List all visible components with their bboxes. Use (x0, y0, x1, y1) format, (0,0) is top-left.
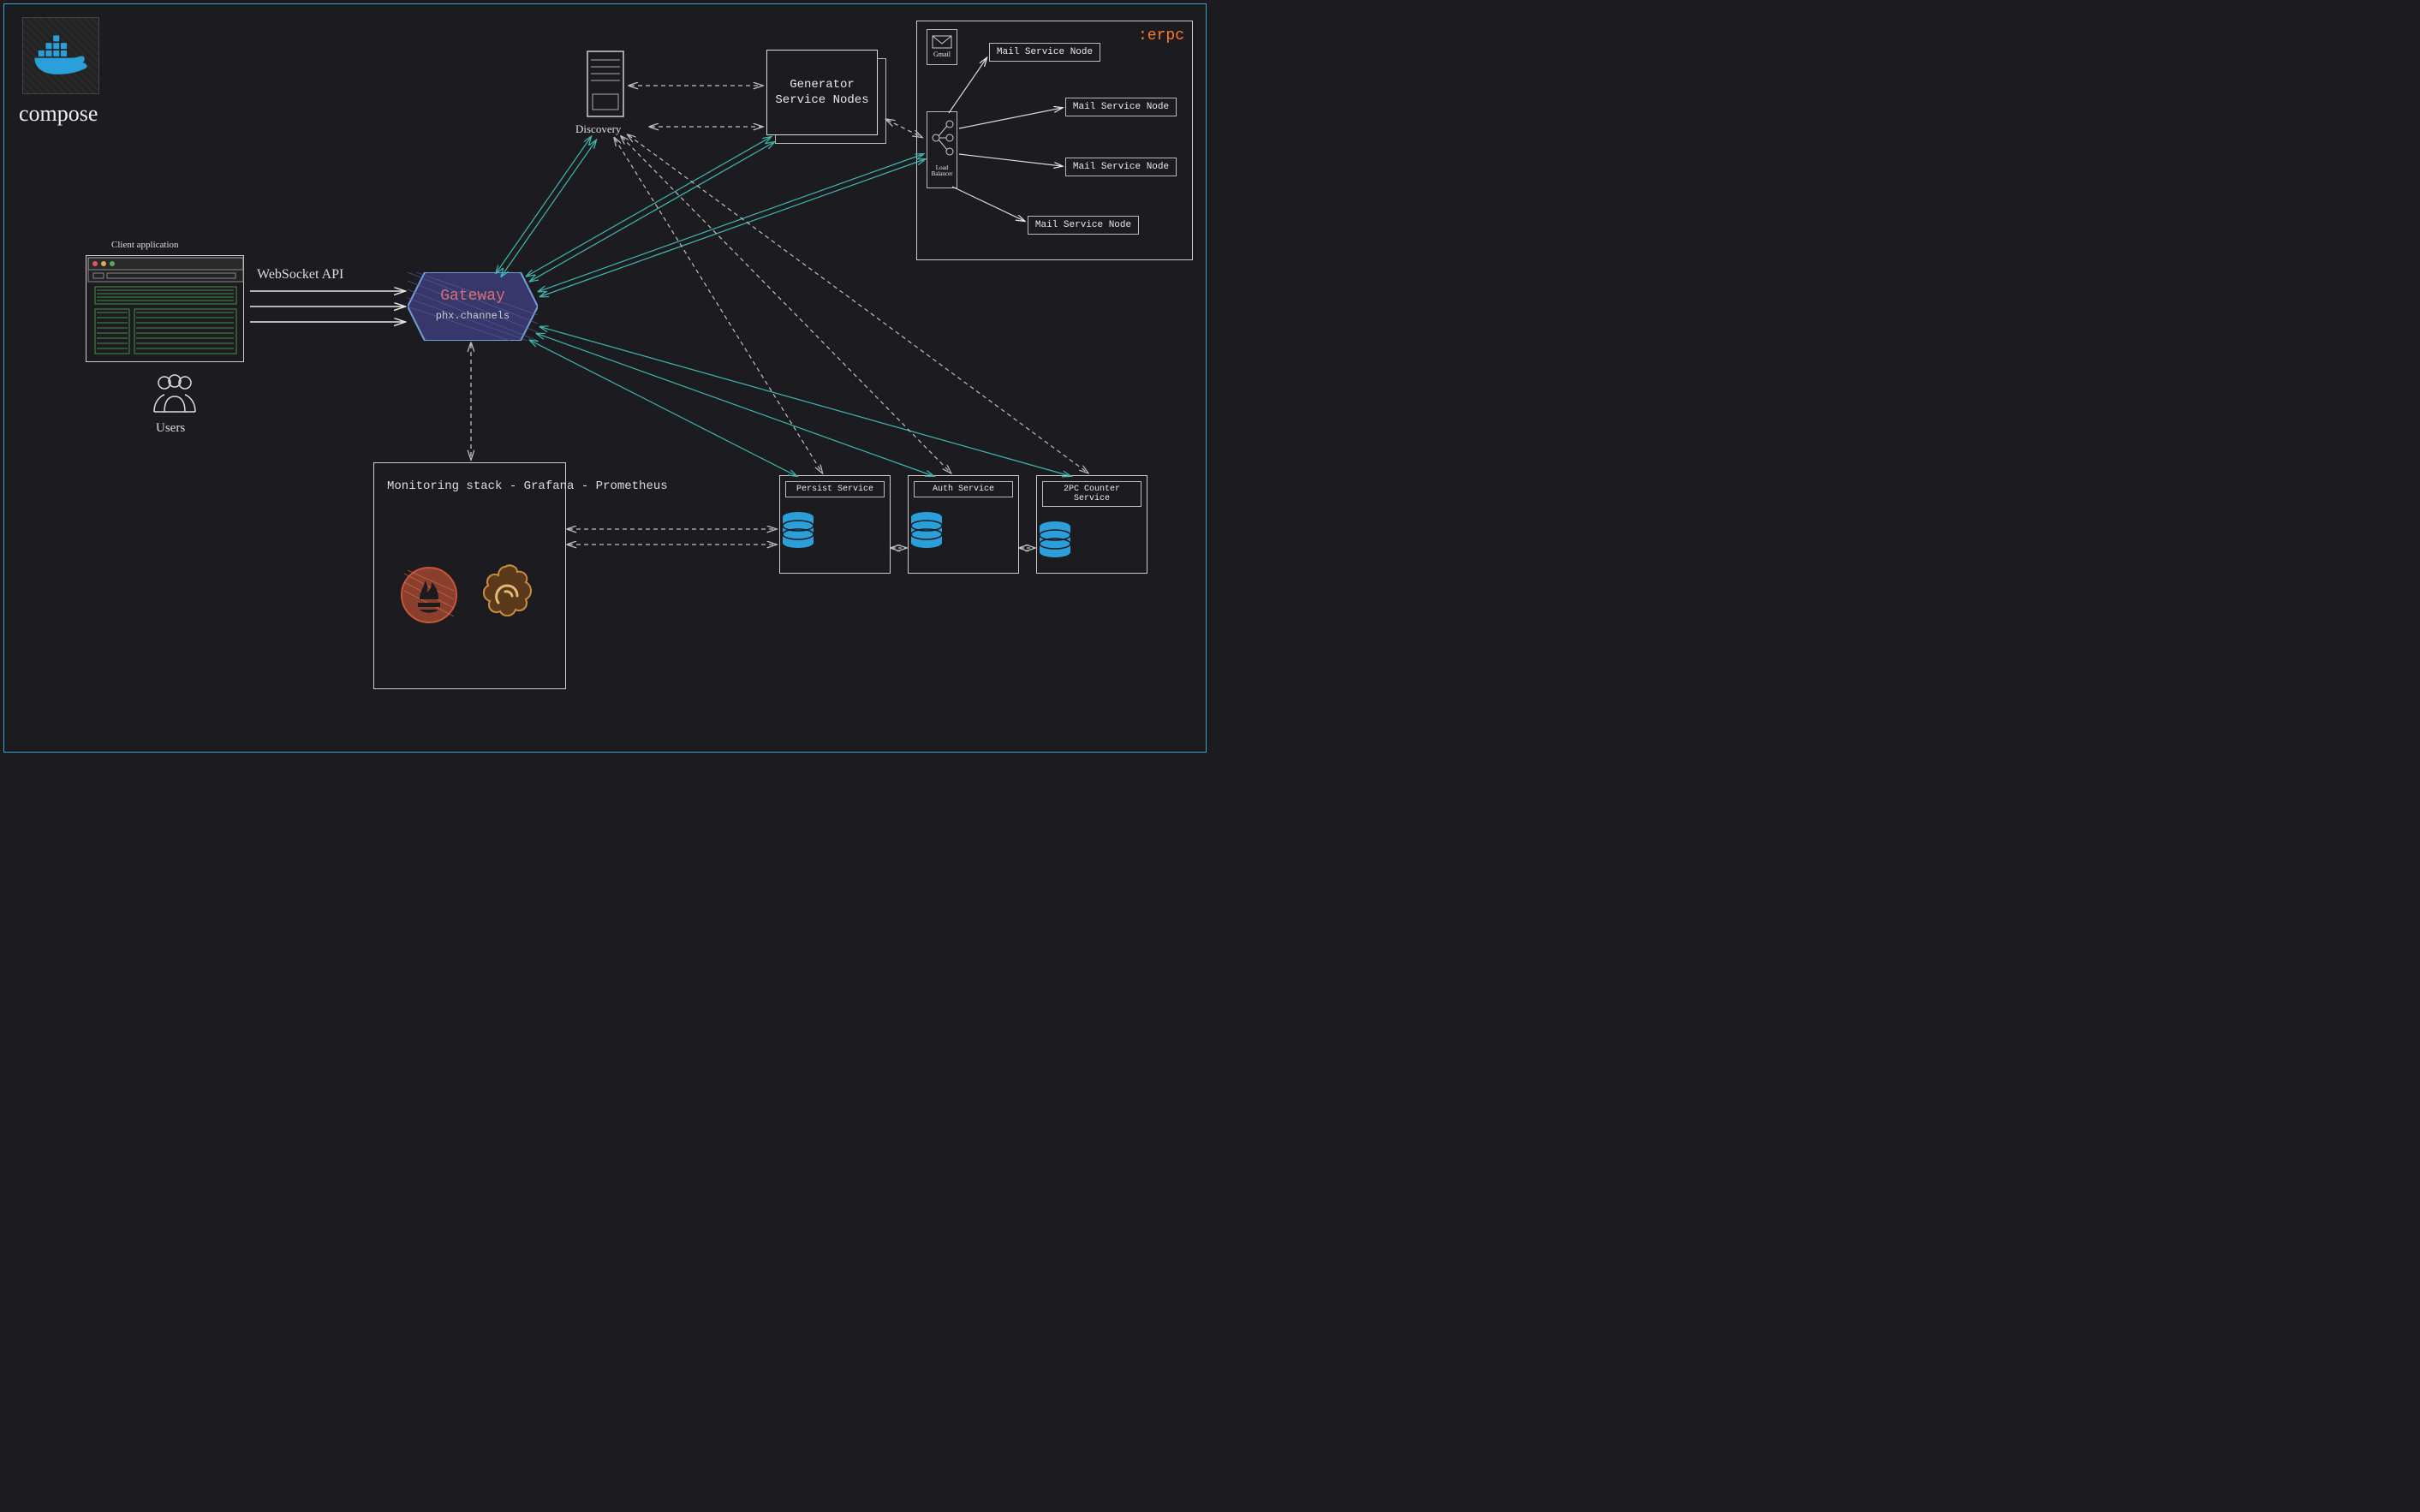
counter-title: 2PC Counter Service (1042, 481, 1141, 507)
gateway-subtitle: phx.channels (408, 310, 538, 322)
users-label: Users (156, 421, 185, 436)
gmail-label: Gmail (927, 51, 957, 58)
gmail-box: Gmail (927, 29, 957, 65)
monitoring-text: Monitoring stack - Grafana - Prometheus (387, 478, 668, 496)
client-browser (86, 255, 244, 362)
grafana-icon (473, 562, 538, 631)
erpc-title: :erpc (1138, 27, 1184, 45)
websocket-label: WebSocket API (257, 267, 343, 283)
generator-nodes: Generator Service Nodes (766, 50, 878, 135)
database-icon (1037, 521, 1073, 558)
docker-whale-icon (31, 34, 91, 77)
gateway-title: Gateway (408, 288, 538, 305)
auth-title: Auth Service (914, 481, 1013, 497)
mail-node-1: Mail Service Node (989, 43, 1100, 62)
discovery-label: Discovery (575, 122, 621, 136)
auth-service: Auth Service (908, 475, 1019, 574)
database-icon (780, 511, 816, 549)
mail-node-3: Mail Service Node (1065, 158, 1177, 176)
counter-service: 2PC Counter Service (1036, 475, 1147, 574)
database-icon (909, 511, 945, 549)
prometheus-icon (399, 565, 459, 629)
client-title: Client application (111, 240, 179, 250)
load-balancer: Load Balancer (927, 111, 957, 188)
mail-node-4: Mail Service Node (1028, 216, 1139, 235)
lb-label: Load Balancer (927, 165, 957, 177)
mail-node-2: Mail Service Node (1065, 98, 1177, 116)
browser-mock-icon (86, 256, 245, 363)
gateway-node: Gateway phx.channels (408, 272, 538, 341)
users-icon (149, 372, 200, 420)
discovery-server-icon (586, 50, 625, 122)
docker-logo-box (22, 17, 99, 94)
persist-service: Persist Service (779, 475, 891, 574)
persist-title: Persist Service (785, 481, 885, 497)
generator-label: Generator Service Nodes (767, 77, 877, 108)
compose-label: compose (19, 101, 98, 127)
